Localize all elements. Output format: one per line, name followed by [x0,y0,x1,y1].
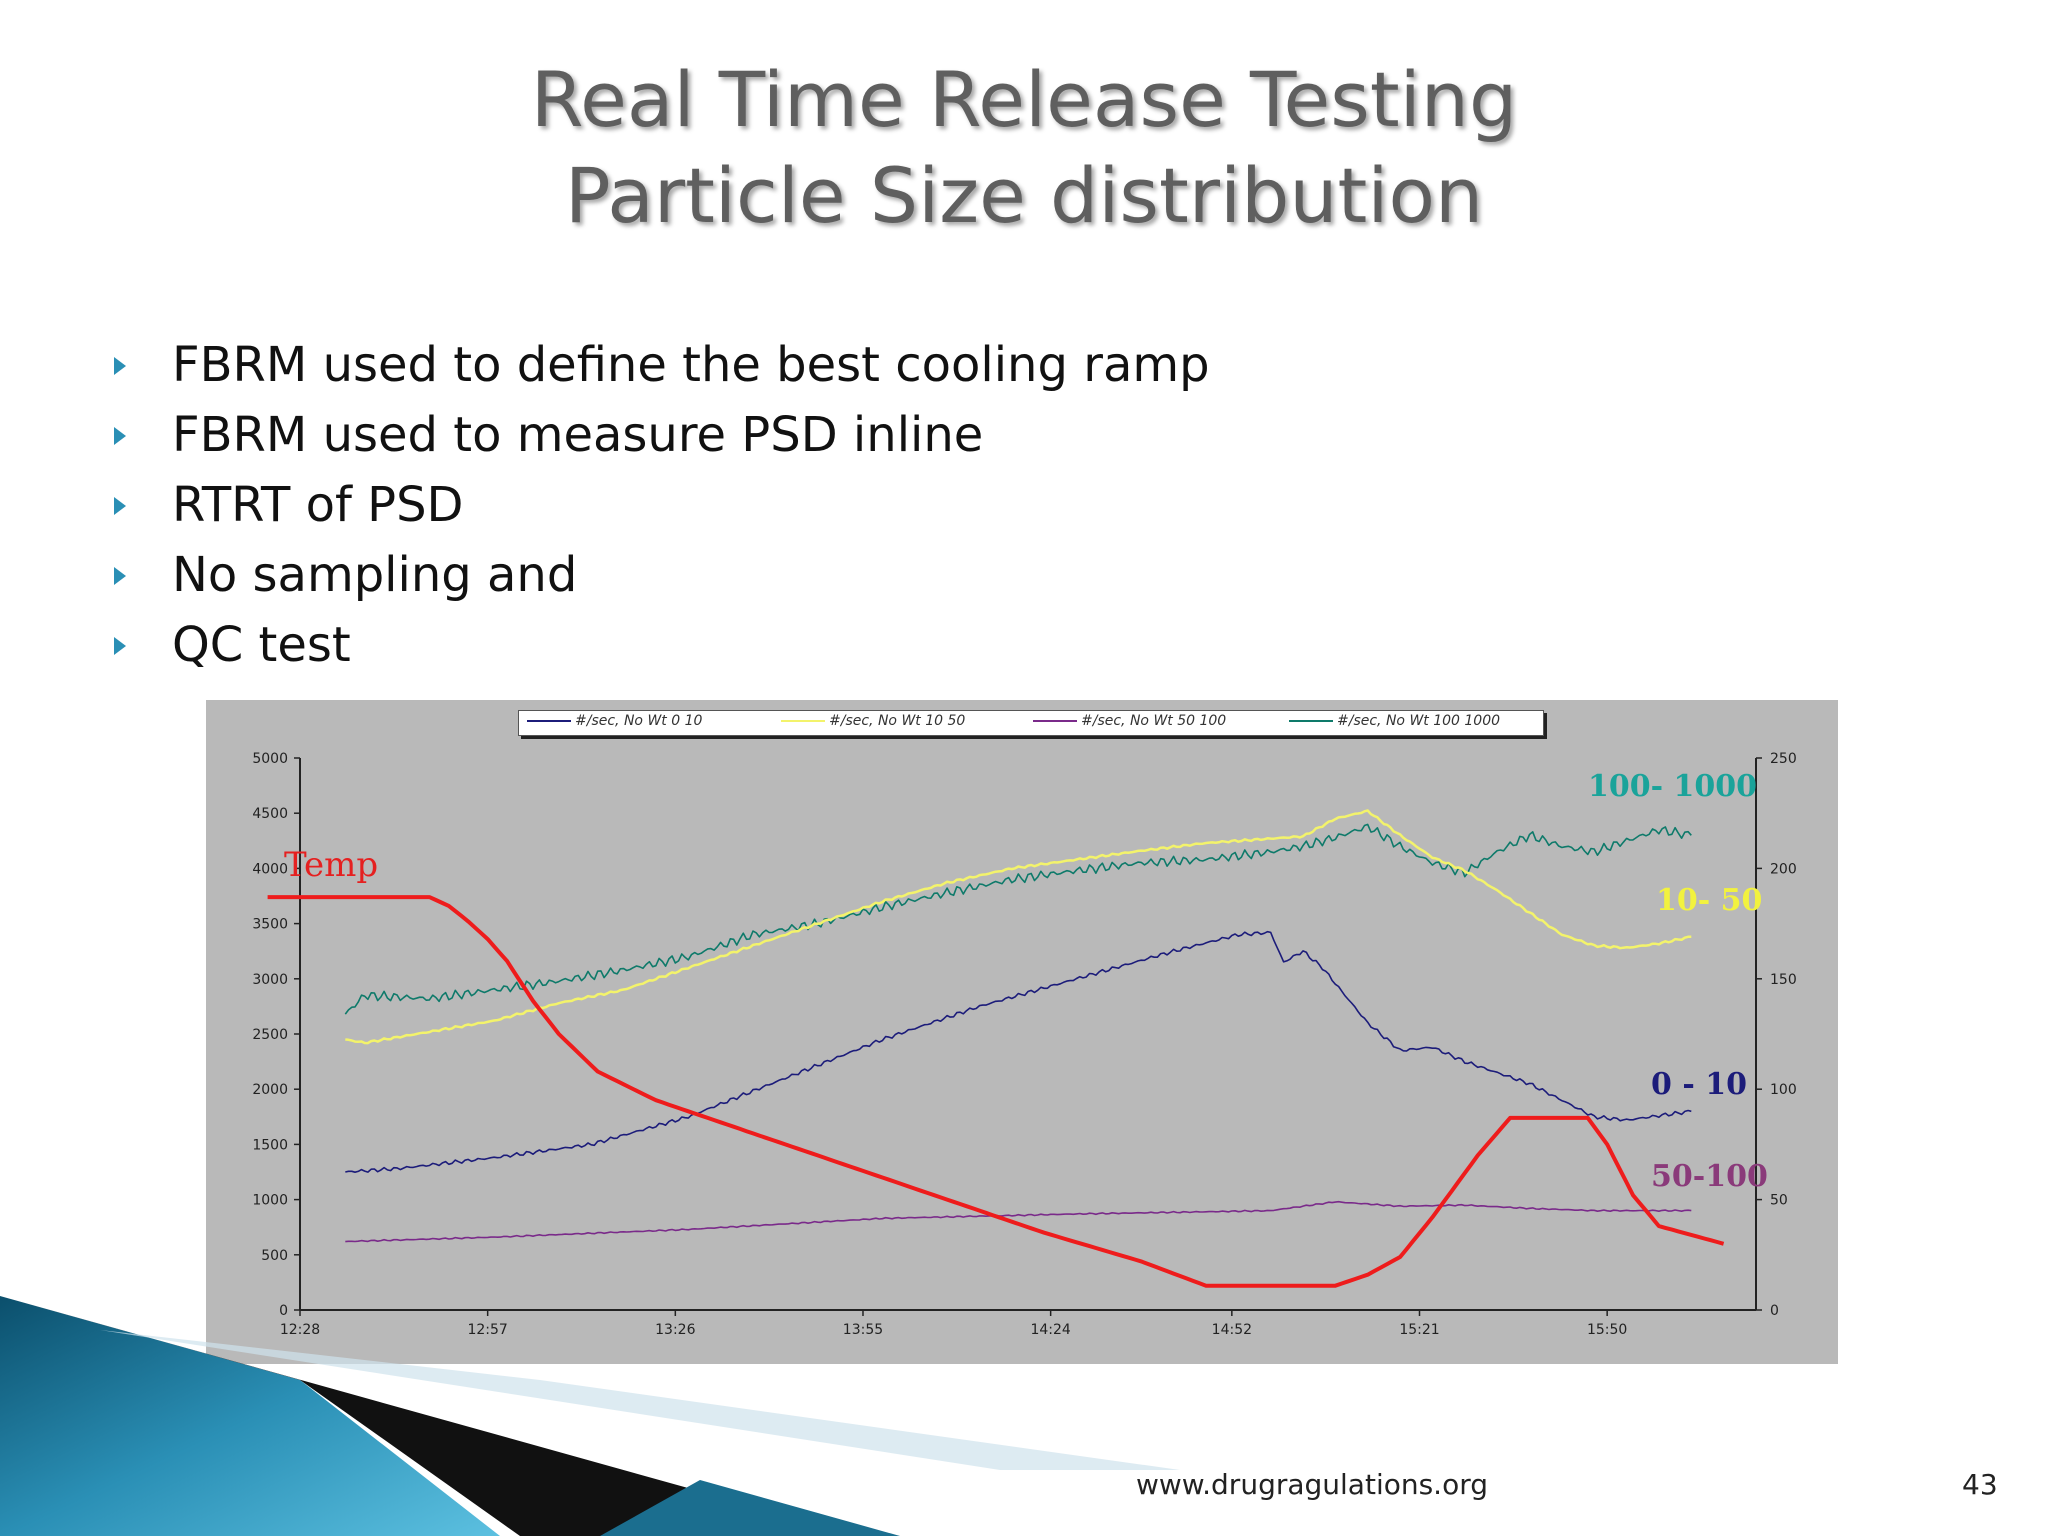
bullet-item: RTRT of PSD [110,470,1210,540]
right-tick-label: 250 [1770,751,1797,767]
series-line-0-10 [345,930,1692,1173]
x-tick-label: 13:26 [655,1322,695,1338]
x-tick-label: 15:21 [1399,1322,1439,1338]
legend-swatch [781,720,825,722]
bullet-arrow-icon [114,567,126,585]
page-number: 43 [1962,1468,1998,1501]
left-tick-label: 3000 [252,972,288,988]
bullet-text: QC test [172,617,351,673]
bullet-arrow-icon [114,357,126,375]
left-tick-label: 2000 [252,1082,288,1098]
series-line-50-100 [345,1200,1692,1243]
right-tick-label: 50 [1770,1193,1788,1209]
legend-swatch [527,720,571,722]
legend-label: #/sec, No Wt 0 10 [575,713,703,729]
x-tick-label: 12:57 [467,1322,507,1338]
left-tick-label: 1000 [252,1193,288,1209]
series-label-Temp: Temp [284,845,378,885]
left-tick-label: 4500 [252,806,288,822]
bullet-text: FBRM used to define the best cooling ram… [172,337,1210,393]
left-tick-label: 3500 [252,917,288,933]
left-tick-label: 2500 [252,1027,288,1043]
right-tick-label: 150 [1770,972,1797,988]
bullet-arrow-icon [114,427,126,445]
left-tick-label: 0 [279,1303,288,1319]
series-line-10-50 [345,809,1692,1045]
legend-entry-50-100: #/sec, No Wt 50 100 [1033,713,1226,733]
fbrm-chart: 5000 4500 4000 3500 3000 2500 2000 1500 1000 500 0… [206,700,1838,1364]
legend-swatch [1033,720,1077,722]
series-label-100-1000: 100- 1000 [1588,769,1757,804]
legend-swatch [1289,720,1333,722]
x-tick-label: 14:52 [1212,1322,1252,1338]
legend-label: #/sec, No Wt 100 1000 [1337,713,1501,729]
bullet-text: RTRT of PSD [172,477,464,533]
bullet-list: FBRM used to define the best cooling ram… [110,330,1210,680]
right-tick-label: 100 [1770,1082,1797,1098]
bullet-item: FBRM used to define the best cooling ram… [110,330,1210,400]
left-tick-label: 4000 [252,861,288,877]
footer-url: www.drugragulations.org [1136,1468,1489,1501]
chart-legend: #/sec, No Wt 0 10 #/sec, No Wt 10 50 #/s… [518,710,1544,736]
chart-canvas: 5000450040003500300025002000150010005000… [252,751,1797,1338]
legend-entry-10-50: #/sec, No Wt 10 50 [781,713,965,733]
x-tick-label: 14:24 [1030,1322,1070,1338]
legend-label: #/sec, No Wt 50 100 [1081,713,1227,729]
slide-title: Real Time Release Testing Particle Size … [0,52,2048,244]
bullet-text: No sampling and [172,547,578,603]
bullet-arrow-icon [114,497,126,515]
left-tick-label: 500 [261,1248,288,1264]
bullet-arrow-icon [114,637,126,655]
bullet-item: No sampling and [110,540,1210,610]
legend-entry-0-10: #/sec, No Wt 0 10 [527,713,702,733]
x-tick-label: 13:55 [843,1322,883,1338]
x-tick-label: 15:50 [1587,1322,1627,1338]
bullet-item: FBRM used to measure PSD inline [110,400,1210,470]
right-tick-label: 200 [1770,861,1797,877]
left-tick-label: 1500 [252,1137,288,1153]
series-label-50-100: 50-100 [1651,1159,1768,1194]
legend-entry-100-1000: #/sec, No Wt 100 1000 [1289,713,1500,733]
series-label-10-50: 10- 50 [1656,883,1762,918]
left-tick-label: 5000 [252,751,288,767]
bullet-item: QC test [110,610,1210,680]
legend-label: #/sec, No Wt 10 50 [829,713,966,729]
x-tick-label: 12:28 [280,1322,320,1338]
right-tick-label: 0 [1770,1303,1779,1319]
series-label-0-10: 0 - 10 [1651,1067,1747,1102]
series-line-Temp [267,895,1725,1288]
title-line-2: Particle Size distribution [564,151,1484,240]
bullet-text: FBRM used to measure PSD inline [172,407,984,463]
series-line-100-1000 [344,823,1692,1015]
title-line-1: Real Time Release Testing [530,55,1518,144]
